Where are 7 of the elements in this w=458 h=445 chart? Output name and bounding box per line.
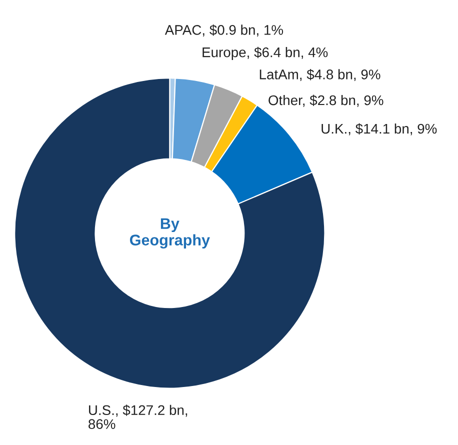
slice-label: Other, $2.8 bn, 9% <box>268 94 384 107</box>
slice-label: U.S., $127.2 bn, 86% <box>88 404 188 430</box>
text: By Geography <box>130 218 210 249</box>
slice-label: APAC, $0.9 bn, 1% <box>164 24 284 37</box>
slice-label: U.K., $14.1 bn, 9% <box>322 123 437 136</box>
slice-label: Europe, $6.4 bn, 4% <box>202 46 328 60</box>
slice-label: LatAm, $4.8 bn, 9% <box>260 68 380 82</box>
